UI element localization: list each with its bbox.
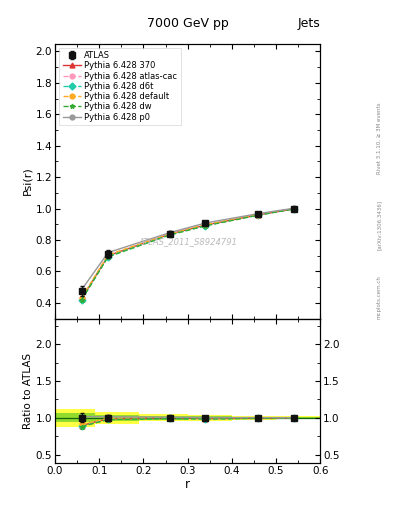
Pythia 6.428 370: [292, 206, 296, 212]
Text: 7000 GeV pp: 7000 GeV pp: [147, 16, 229, 30]
Pythia 6.428 370: [203, 222, 208, 228]
Pythia 6.428 p0: [203, 220, 208, 226]
Pythia 6.428 d6t: [168, 231, 173, 238]
Pythia 6.428 atlas-cac: [292, 206, 296, 212]
Y-axis label: Ratio to ATLAS: Ratio to ATLAS: [23, 353, 33, 429]
Pythia 6.428 atlas-cac: [168, 230, 173, 237]
Pythia 6.428 dw: [292, 206, 296, 212]
Pythia 6.428 default: [256, 211, 261, 218]
Pythia 6.428 p0: [168, 229, 173, 236]
Pythia 6.428 default: [106, 252, 110, 258]
Line: Pythia 6.428 default: Pythia 6.428 default: [79, 206, 296, 300]
Text: Rivet 3.1.10, ≥ 3M events: Rivet 3.1.10, ≥ 3M events: [377, 102, 382, 174]
Pythia 6.428 default: [292, 206, 296, 212]
Text: mcplots.cern.ch: mcplots.cern.ch: [377, 275, 382, 319]
Pythia 6.428 d6t: [292, 206, 296, 212]
Line: Pythia 6.428 p0: Pythia 6.428 p0: [79, 206, 296, 292]
Pythia 6.428 p0: [292, 205, 296, 211]
Pythia 6.428 dw: [203, 223, 208, 229]
Pythia 6.428 atlas-cac: [203, 222, 208, 228]
Pythia 6.428 dw: [256, 212, 261, 218]
Pythia 6.428 370: [79, 296, 84, 302]
Line: Pythia 6.428 atlas-cac: Pythia 6.428 atlas-cac: [79, 206, 296, 301]
Legend: ATLAS, Pythia 6.428 370, Pythia 6.428 atlas-cac, Pythia 6.428 d6t, Pythia 6.428 : ATLAS, Pythia 6.428 370, Pythia 6.428 at…: [59, 48, 180, 125]
Line: Pythia 6.428 370: Pythia 6.428 370: [79, 206, 296, 302]
Pythia 6.428 atlas-cac: [106, 252, 110, 259]
Pythia 6.428 370: [256, 212, 261, 218]
Pythia 6.428 default: [203, 222, 208, 228]
Pythia 6.428 default: [79, 295, 84, 301]
X-axis label: r: r: [185, 478, 190, 490]
Text: ATLAS_2011_S8924791: ATLAS_2011_S8924791: [138, 237, 237, 246]
Pythia 6.428 atlas-cac: [256, 211, 261, 218]
Line: Pythia 6.428 dw: Pythia 6.428 dw: [79, 207, 296, 303]
Pythia 6.428 p0: [79, 287, 84, 293]
Text: [arXiv:1306.3436]: [arXiv:1306.3436]: [377, 200, 382, 250]
Pythia 6.428 default: [168, 230, 173, 237]
Pythia 6.428 p0: [106, 249, 110, 255]
Pythia 6.428 dw: [106, 254, 110, 260]
Pythia 6.428 atlas-cac: [79, 295, 84, 302]
Pythia 6.428 d6t: [106, 253, 110, 260]
Pythia 6.428 370: [168, 231, 173, 237]
Pythia 6.428 dw: [168, 232, 173, 238]
Y-axis label: Psi(r): Psi(r): [23, 167, 33, 196]
Line: Pythia 6.428 d6t: Pythia 6.428 d6t: [79, 206, 296, 302]
Pythia 6.428 d6t: [79, 296, 84, 303]
Pythia 6.428 dw: [79, 297, 84, 303]
Pythia 6.428 d6t: [203, 223, 208, 229]
Text: Jets: Jets: [298, 16, 320, 30]
Pythia 6.428 p0: [256, 210, 261, 217]
Pythia 6.428 370: [106, 252, 110, 259]
Pythia 6.428 d6t: [256, 212, 261, 218]
